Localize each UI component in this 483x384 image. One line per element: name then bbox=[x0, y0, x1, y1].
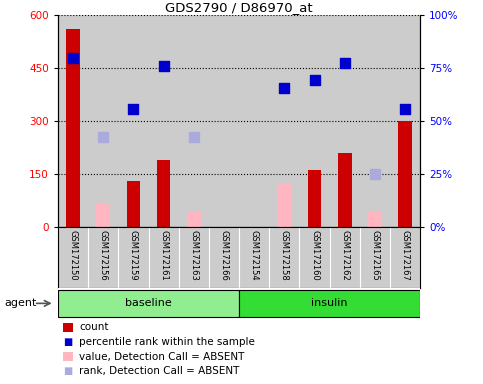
Bar bbox=[308, 170, 321, 227]
Text: GSM172161: GSM172161 bbox=[159, 230, 168, 280]
FancyBboxPatch shape bbox=[58, 290, 239, 317]
Bar bbox=[398, 121, 412, 227]
FancyBboxPatch shape bbox=[239, 290, 420, 317]
Point bbox=[129, 106, 137, 112]
Text: GSM172167: GSM172167 bbox=[400, 230, 410, 280]
Bar bbox=[338, 152, 352, 227]
Bar bbox=[187, 212, 200, 227]
Text: ■: ■ bbox=[63, 366, 73, 376]
Text: GSM172163: GSM172163 bbox=[189, 230, 199, 280]
Text: agent: agent bbox=[5, 298, 37, 308]
Text: GSM172162: GSM172162 bbox=[340, 230, 349, 280]
Bar bbox=[278, 184, 291, 227]
Text: GSM172154: GSM172154 bbox=[250, 230, 259, 280]
Text: GSM172156: GSM172156 bbox=[99, 230, 108, 280]
Text: GSM172166: GSM172166 bbox=[219, 230, 228, 280]
Bar bbox=[368, 212, 382, 227]
Text: GSM172159: GSM172159 bbox=[129, 230, 138, 280]
Text: GSM172165: GSM172165 bbox=[370, 230, 380, 280]
Point bbox=[99, 134, 107, 140]
Bar bbox=[97, 204, 110, 227]
Text: GSM172158: GSM172158 bbox=[280, 230, 289, 280]
Text: percentile rank within the sample: percentile rank within the sample bbox=[79, 337, 255, 347]
Point bbox=[190, 134, 198, 140]
Point bbox=[281, 84, 288, 91]
Point bbox=[160, 63, 168, 70]
Point bbox=[341, 60, 349, 66]
Text: rank, Detection Call = ABSENT: rank, Detection Call = ABSENT bbox=[79, 366, 240, 376]
Text: baseline: baseline bbox=[125, 298, 172, 308]
Point bbox=[371, 170, 379, 177]
Bar bbox=[157, 160, 170, 227]
Text: GSM172150: GSM172150 bbox=[69, 230, 78, 280]
Bar bbox=[66, 30, 80, 227]
Title: GDS2790 / D86970_at: GDS2790 / D86970_at bbox=[165, 1, 313, 14]
Text: count: count bbox=[79, 322, 109, 333]
Text: GSM172160: GSM172160 bbox=[310, 230, 319, 280]
Text: ■: ■ bbox=[63, 337, 73, 347]
Point bbox=[311, 78, 318, 84]
Text: insulin: insulin bbox=[312, 298, 348, 308]
Point bbox=[401, 106, 409, 112]
Bar bbox=[127, 181, 140, 227]
Text: value, Detection Call = ABSENT: value, Detection Call = ABSENT bbox=[79, 351, 244, 362]
Point bbox=[69, 55, 77, 61]
